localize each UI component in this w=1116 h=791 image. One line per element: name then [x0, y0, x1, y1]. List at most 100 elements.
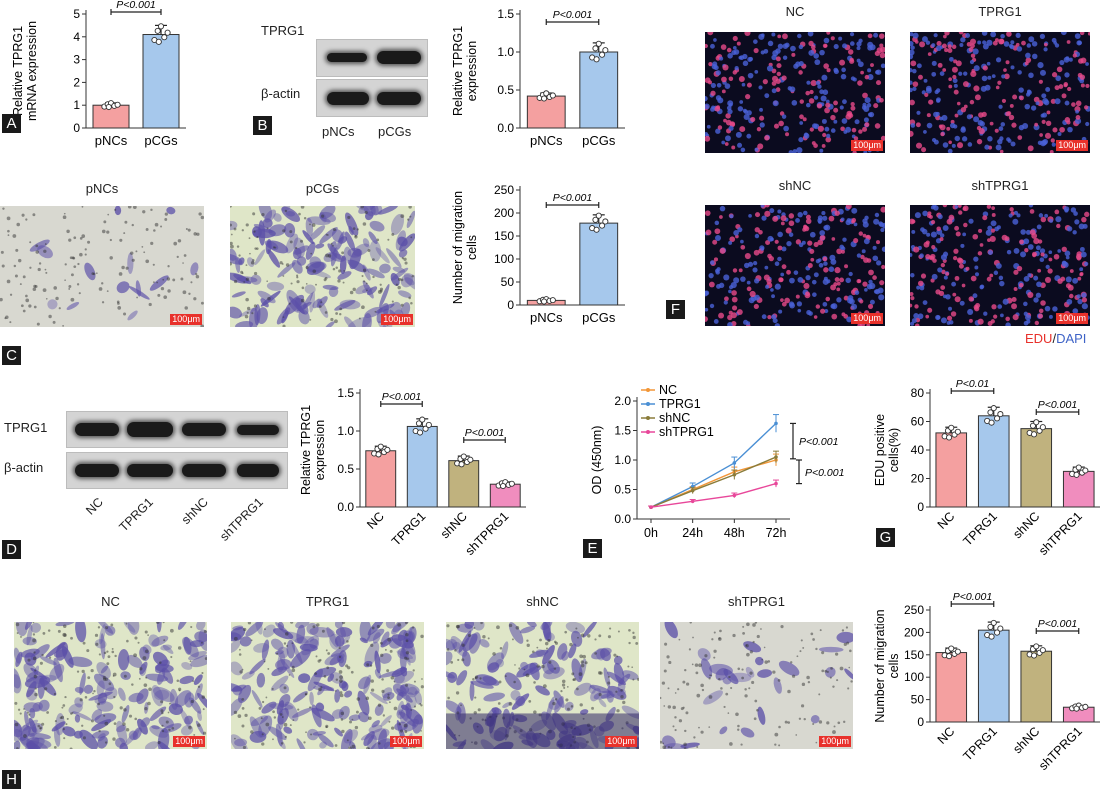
pore	[763, 646, 766, 649]
cell	[697, 648, 711, 661]
pore	[321, 214, 325, 218]
pore	[147, 634, 149, 636]
nucleus	[786, 269, 791, 275]
cell	[139, 661, 148, 675]
pore	[200, 215, 204, 220]
blot-band	[377, 51, 421, 64]
nucleus	[923, 130, 927, 134]
pore	[447, 696, 450, 700]
cell	[151, 635, 169, 647]
pore	[37, 724, 41, 728]
p-value-label: P<0.001	[1038, 618, 1077, 630]
pore	[754, 622, 758, 624]
cell	[157, 669, 166, 685]
cell	[121, 704, 130, 723]
nucleus	[780, 215, 787, 222]
pore	[732, 633, 736, 638]
nucleus	[1070, 207, 1077, 213]
nucleus	[936, 98, 941, 103]
cell	[370, 728, 390, 740]
nucleus	[1079, 32, 1085, 36]
data-point	[602, 218, 609, 225]
pore	[182, 262, 184, 264]
pore	[123, 232, 126, 235]
pore	[12, 234, 17, 238]
nucleus	[938, 124, 943, 129]
nucleus	[846, 316, 853, 323]
pore	[582, 654, 586, 659]
nucleus	[1044, 132, 1052, 139]
data-point	[1030, 652, 1038, 659]
pore	[66, 229, 70, 234]
nucleus	[759, 115, 765, 121]
y-axis-label: EDU positive	[873, 414, 887, 486]
cell	[825, 667, 836, 678]
nucleus	[754, 278, 760, 284]
pore	[695, 671, 699, 675]
nucleus	[1063, 206, 1070, 212]
cell	[88, 691, 113, 701]
y-tick-label: 0.5	[614, 483, 631, 497]
scale-bar: 100μm	[605, 736, 637, 747]
cell	[177, 622, 189, 630]
edu-image-tprg1: 100μm	[910, 32, 1090, 153]
nucleus	[705, 43, 708, 49]
pore	[815, 741, 818, 744]
cell	[495, 659, 505, 668]
nucleus	[1076, 256, 1082, 261]
nucleus	[740, 244, 746, 250]
pore	[167, 711, 170, 714]
cell	[309, 291, 316, 313]
pore	[32, 213, 36, 217]
data-point	[155, 38, 162, 45]
nucleus	[1072, 53, 1078, 58]
nucleus	[805, 274, 811, 281]
nucleus	[1034, 122, 1039, 127]
pore	[97, 702, 100, 706]
nucleus	[705, 210, 711, 216]
nucleus	[728, 76, 734, 81]
nucleus	[1044, 276, 1052, 283]
pore	[700, 683, 704, 688]
cell	[38, 699, 50, 712]
nucleus	[853, 136, 859, 141]
pore	[200, 324, 204, 327]
nucleus	[813, 95, 819, 100]
pore	[193, 297, 197, 301]
pore	[303, 217, 307, 220]
cell	[24, 710, 30, 728]
cell	[277, 262, 296, 278]
cell	[277, 622, 285, 630]
nucleus	[1076, 294, 1081, 299]
pore	[117, 306, 122, 310]
pore	[312, 269, 317, 274]
pore	[377, 703, 382, 707]
pore	[292, 719, 295, 721]
nucleus	[753, 249, 760, 256]
pore	[454, 649, 457, 652]
pore	[374, 310, 377, 313]
pore	[323, 278, 327, 282]
nucleus	[910, 80, 913, 85]
pore	[241, 724, 245, 728]
p-value-label: P<0.001	[1038, 399, 1077, 411]
cell	[292, 247, 302, 260]
cell	[588, 685, 596, 694]
nucleus	[753, 303, 759, 310]
pore	[106, 290, 109, 293]
pore	[678, 719, 683, 723]
pore	[800, 639, 803, 642]
pore	[616, 655, 619, 658]
pore	[46, 711, 49, 714]
nucleus	[1053, 41, 1058, 45]
pore	[6, 216, 11, 221]
nucleus	[1077, 276, 1082, 281]
cell	[152, 686, 175, 702]
cell	[330, 247, 338, 267]
transwell-image-pcgs: 100μm	[230, 206, 415, 327]
pore	[133, 653, 137, 658]
nucleus	[1055, 75, 1062, 82]
data-point	[154, 27, 161, 34]
nucleus	[1080, 57, 1087, 64]
nucleus	[948, 77, 953, 82]
